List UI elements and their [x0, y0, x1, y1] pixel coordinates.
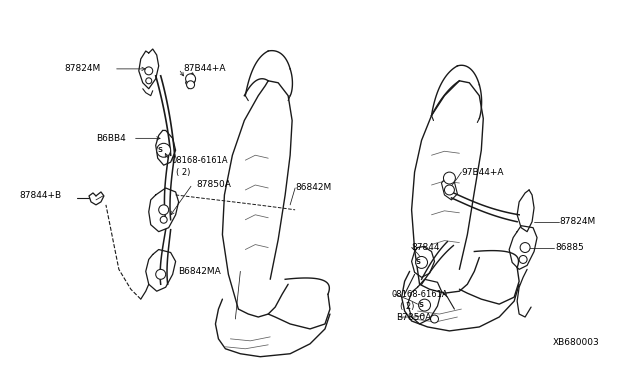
- Text: ( 2): ( 2): [175, 168, 190, 177]
- Text: B7850A: B7850A: [396, 312, 431, 321]
- Circle shape: [519, 256, 527, 263]
- Circle shape: [444, 185, 454, 195]
- Text: 87844+B: 87844+B: [19, 192, 61, 201]
- Circle shape: [520, 243, 530, 253]
- Text: S: S: [415, 259, 420, 266]
- Text: 87850A: 87850A: [196, 180, 232, 189]
- Text: 86842M: 86842M: [295, 183, 332, 192]
- Circle shape: [431, 315, 438, 323]
- Text: 08168-6161A: 08168-6161A: [392, 290, 448, 299]
- Text: 87824M: 87824M: [64, 64, 100, 73]
- Circle shape: [145, 67, 153, 75]
- Circle shape: [187, 81, 195, 89]
- Text: XB680003: XB680003: [553, 338, 600, 347]
- Text: 87824M: 87824M: [559, 217, 595, 226]
- Text: ( 2): ( 2): [399, 302, 414, 311]
- Text: 08168-6161A: 08168-6161A: [172, 156, 228, 165]
- Text: 97B44+A: 97B44+A: [461, 168, 504, 177]
- Circle shape: [186, 74, 196, 84]
- Text: S: S: [418, 302, 423, 308]
- Text: B6BB4: B6BB4: [96, 134, 125, 143]
- Text: B6842MA: B6842MA: [179, 267, 221, 276]
- Circle shape: [415, 256, 428, 268]
- Circle shape: [146, 78, 152, 84]
- Text: 87B44+A: 87B44+A: [184, 64, 226, 73]
- Circle shape: [419, 299, 431, 311]
- Circle shape: [159, 205, 169, 215]
- Circle shape: [160, 216, 167, 223]
- Text: 86885: 86885: [555, 243, 584, 252]
- Text: 87844: 87844: [412, 243, 440, 252]
- Circle shape: [156, 269, 166, 279]
- Circle shape: [157, 143, 171, 157]
- Text: S: S: [157, 147, 162, 153]
- Circle shape: [444, 172, 456, 184]
